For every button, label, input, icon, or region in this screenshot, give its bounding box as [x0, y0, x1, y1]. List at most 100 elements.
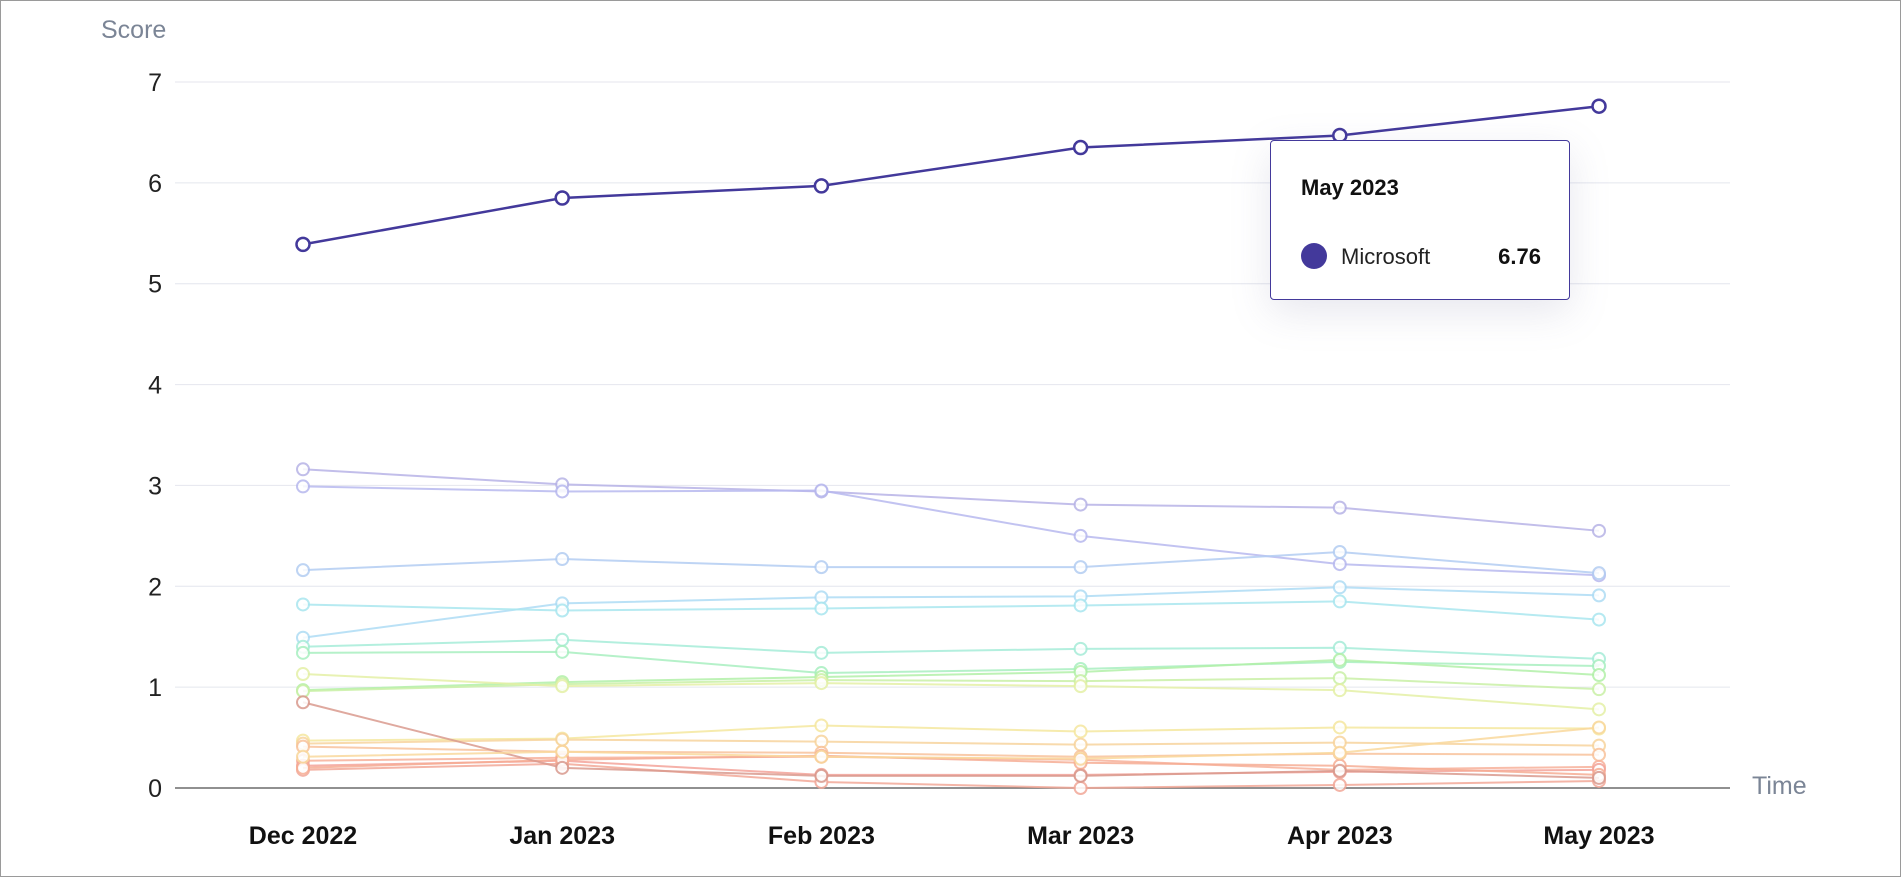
data-point[interactable] [814, 601, 829, 616]
series-line [302, 701, 1600, 779]
data-point[interactable] [555, 484, 570, 499]
series-line-group[interactable] [296, 667, 1606, 717]
series-line [302, 468, 1600, 532]
series-line [302, 650, 1600, 675]
data-point[interactable] [555, 644, 570, 659]
data-point[interactable] [1592, 770, 1606, 785]
data-point[interactable] [295, 236, 311, 253]
data-point[interactable] [1332, 500, 1347, 515]
data-point[interactable] [555, 732, 570, 747]
data-point[interactable] [1073, 751, 1088, 766]
data-point[interactable] [1073, 560, 1088, 575]
series-line-group[interactable] [296, 732, 1606, 753]
data-point[interactable] [1332, 594, 1347, 609]
data-point[interactable] [1073, 724, 1088, 739]
data-point[interactable] [814, 768, 829, 783]
series-line [302, 726, 1600, 760]
data-point[interactable] [1592, 720, 1606, 735]
series-line [302, 550, 1600, 575]
series-line [302, 745, 1600, 758]
series-line [302, 600, 1600, 621]
data-point[interactable] [296, 695, 310, 710]
data-point[interactable] [1073, 737, 1088, 752]
y-tick-label: 5 [148, 271, 162, 299]
data-point[interactable] [1073, 679, 1088, 694]
series-line [302, 104, 1600, 246]
tooltip-value: 6.76 [1498, 244, 1541, 269]
tooltip: May 2023 Microsoft 6.76 [1270, 140, 1570, 300]
data-point[interactable] [555, 760, 570, 775]
data-point[interactable] [1592, 566, 1606, 581]
series-line-group[interactable] [296, 462, 1606, 538]
data-point[interactable] [1592, 668, 1606, 683]
data-point[interactable] [1592, 702, 1606, 717]
y-axis-title: Score [101, 16, 166, 44]
series-line-group[interactable] [296, 695, 1606, 785]
data-point[interactable] [296, 667, 310, 682]
series-line-group[interactable] [296, 594, 1606, 627]
tooltip-series-name: Microsoft [1341, 244, 1431, 269]
data-point[interactable] [296, 645, 310, 660]
series-line-group[interactable] [296, 632, 1606, 666]
data-point[interactable] [1592, 612, 1606, 627]
data-point[interactable] [555, 679, 570, 694]
data-point[interactable] [1332, 671, 1347, 686]
data-point[interactable] [555, 632, 570, 647]
data-point[interactable] [555, 744, 570, 759]
data-point[interactable] [296, 749, 310, 764]
data-point[interactable] [1332, 580, 1347, 595]
data-point[interactable] [296, 479, 310, 494]
tooltip-title: May 2023 [1301, 175, 1399, 200]
data-point[interactable] [813, 178, 830, 194]
x-tick-label: Feb 2023 [768, 822, 875, 850]
data-point[interactable] [1591, 98, 1607, 114]
data-point[interactable] [555, 603, 570, 618]
data-point[interactable] [1073, 641, 1088, 656]
data-point[interactable] [1073, 768, 1088, 783]
data-point[interactable] [1332, 557, 1347, 572]
data-point[interactable] [1073, 598, 1088, 613]
data-point[interactable] [1072, 139, 1089, 156]
data-point[interactable] [1332, 720, 1347, 735]
data-point[interactable] [1332, 745, 1347, 760]
data-point[interactable] [1592, 588, 1606, 603]
data-point[interactable] [296, 597, 310, 612]
series-line [302, 485, 1600, 577]
series-line-group[interactable] [296, 544, 1606, 581]
data-point[interactable] [1592, 682, 1606, 697]
data-point[interactable] [1332, 544, 1347, 559]
y-tick-label: 3 [148, 472, 162, 500]
data-point[interactable] [296, 563, 310, 578]
data-point[interactable] [1332, 683, 1347, 698]
data-point[interactable] [555, 552, 570, 567]
data-point[interactable] [1332, 763, 1347, 778]
data-point[interactable] [814, 560, 829, 575]
data-point[interactable] [1592, 523, 1606, 538]
data-point[interactable] [1332, 640, 1347, 655]
y-tick-label: 0 [148, 775, 162, 803]
data-point[interactable] [554, 190, 570, 206]
data-point[interactable] [296, 462, 310, 477]
data-point[interactable] [814, 749, 829, 764]
y-axis-ticks: 0 1 2 3 4 5 6 7 [148, 69, 162, 803]
data-point[interactable] [1332, 652, 1347, 667]
series-microsoft[interactable] [295, 98, 1607, 253]
data-point[interactable] [1073, 497, 1088, 512]
data-point[interactable] [814, 676, 829, 691]
data-point[interactable] [1332, 777, 1347, 792]
data-point[interactable] [814, 483, 829, 498]
y-tick-label: 2 [148, 573, 162, 601]
data-point[interactable] [1073, 528, 1088, 543]
series-line-group[interactable] [296, 580, 1606, 645]
series-line-group[interactable] [296, 479, 1606, 583]
series-line [302, 677, 1600, 693]
data-point[interactable] [1073, 781, 1088, 795]
series-line-group[interactable] [296, 720, 1606, 766]
series-line [302, 638, 1600, 660]
x-axis-title: Time [1752, 772, 1807, 800]
data-point[interactable] [814, 645, 829, 660]
series-line-group[interactable] [296, 652, 1606, 698]
data-point[interactable] [1592, 747, 1606, 762]
data-point[interactable] [814, 718, 829, 733]
